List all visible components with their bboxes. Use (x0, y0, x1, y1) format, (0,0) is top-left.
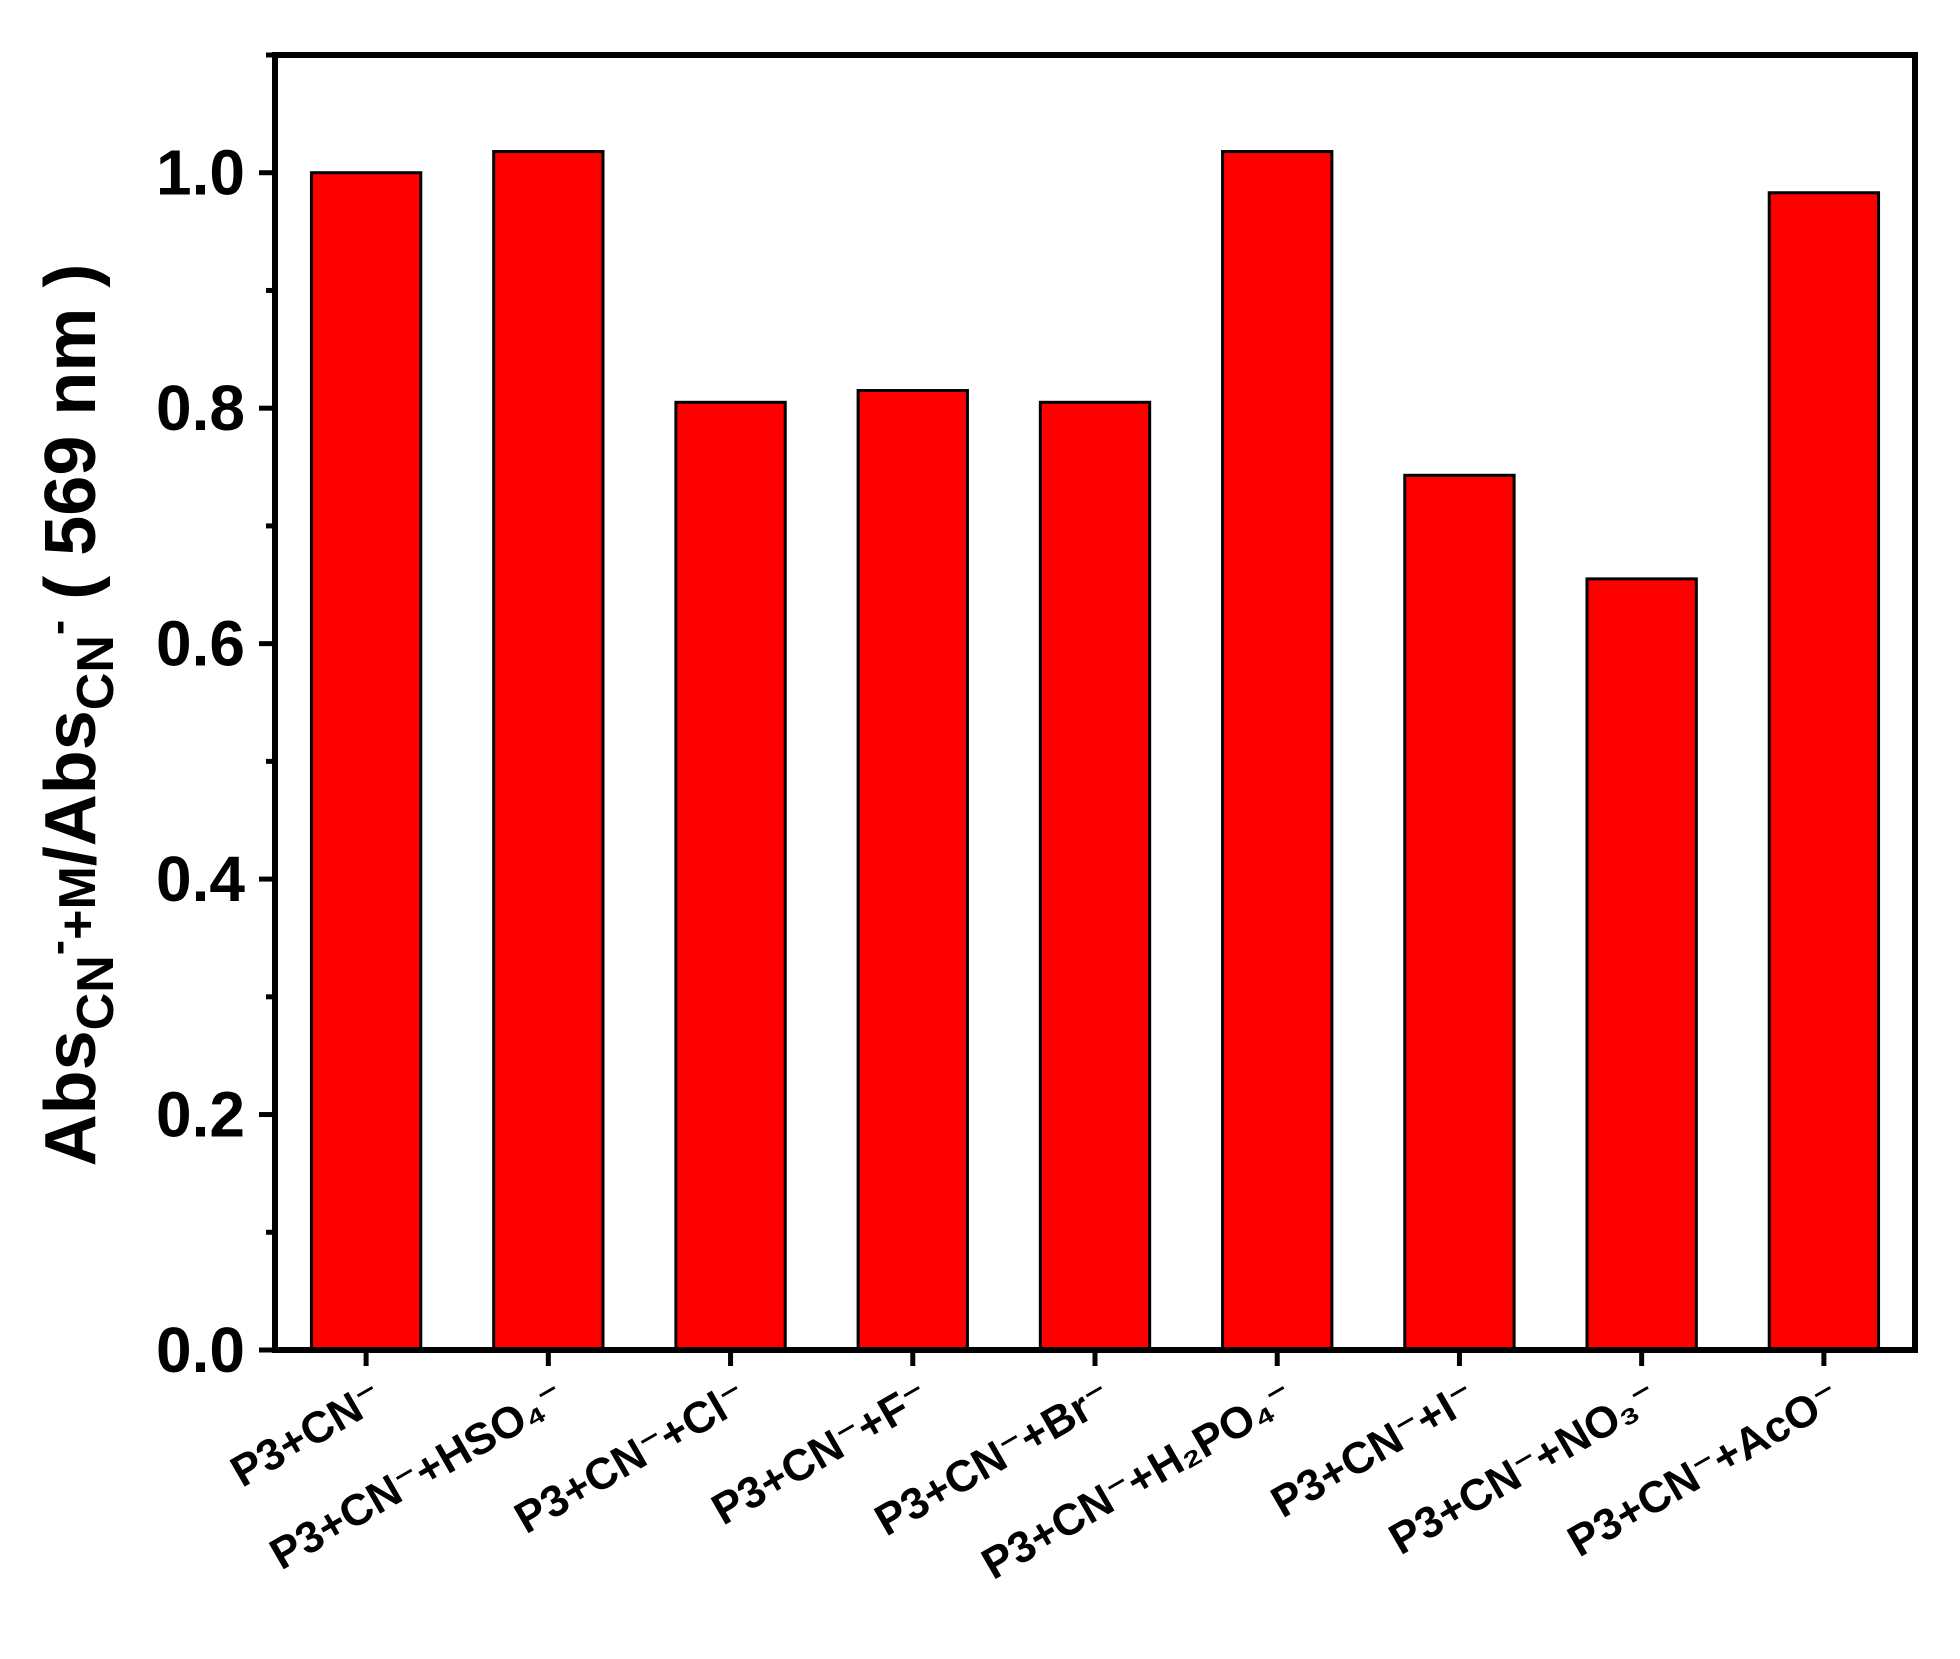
y-tick-label: 0.6 (156, 608, 245, 680)
bar-5 (1221, 150, 1334, 1352)
bars-group (309, 150, 1881, 1352)
bar-1 (492, 150, 605, 1352)
bar-7 (1585, 577, 1698, 1352)
x-tick-label: P3+CN⁻+H₂PO₄⁻ (974, 1371, 1303, 1589)
bar-3 (856, 389, 969, 1352)
bar-4 (1038, 400, 1152, 1352)
bar-8 (1767, 191, 1881, 1352)
y-tick-label: 0.2 (156, 1079, 245, 1151)
bar-2 (674, 400, 787, 1352)
x-axis: P3+CN⁻P3+CN⁻+HSO₄⁻P3+CN⁻+Cl⁻P3+CN⁻+F⁻P3+… (223, 1350, 1849, 1589)
y-tick-label: 0.0 (156, 1314, 245, 1386)
y-axis: 0.0 0.2 0.4 0.6 0.8 1.0 (156, 52, 275, 1386)
bar-0 (309, 171, 423, 1352)
y-tick-label: 0.4 (156, 843, 245, 915)
y-axis-label: AbsCN-+M/AbsCN- ( 569 nm ) (31, 264, 125, 1167)
x-tick-label: P3+CN⁻+HSO₄⁻ (262, 1371, 574, 1579)
y-tick-label: 0.8 (156, 372, 245, 444)
bar-6 (1403, 473, 1516, 1352)
y-tick-label: 1.0 (156, 137, 245, 209)
